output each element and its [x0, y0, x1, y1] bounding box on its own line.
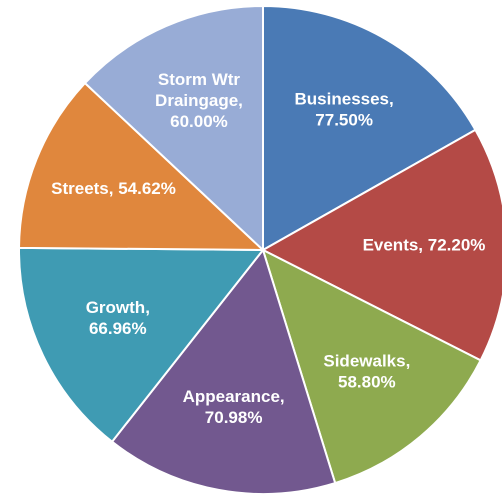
data-label: Sidewalks, 58.80%: [323, 352, 410, 392]
data-label: Storm Wtr Draingage, 60.00%: [155, 71, 243, 132]
pie-slice: [260, 128, 502, 362]
pie-slice: [110, 247, 337, 494]
data-label: Businesses, 77.50%: [295, 90, 394, 130]
data-label: Appearance, 70.98%: [183, 387, 285, 427]
data-label: Growth, 66.96%: [86, 299, 150, 339]
data-label: Events, 72.20%: [363, 236, 486, 255]
data-label: Streets, 54.62%: [51, 180, 176, 199]
pie-slice: [18, 81, 266, 252]
pie-slice: [18, 246, 266, 444]
pie-slice: [262, 4, 477, 252]
pie-slice: [83, 4, 264, 253]
